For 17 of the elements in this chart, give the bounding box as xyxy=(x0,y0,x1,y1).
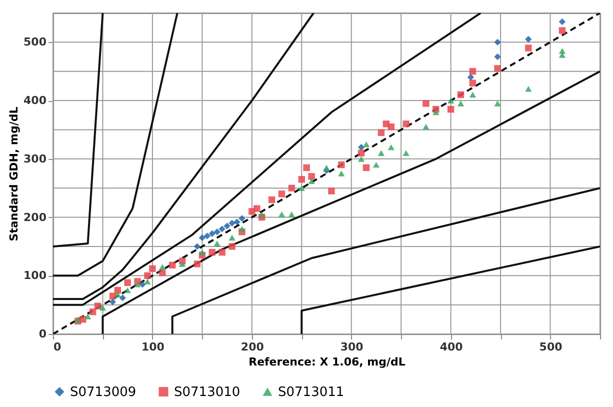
y-tick-label: 400 xyxy=(24,94,47,108)
y-tick-label: 300 xyxy=(24,152,47,166)
x-tick-label: 300 xyxy=(340,340,364,354)
x-tick-label: 100 xyxy=(141,340,165,354)
legend-label: S0713011 xyxy=(278,384,344,400)
legend-label: S0713009 xyxy=(70,384,136,400)
y-tick-label: 200 xyxy=(24,210,47,224)
y-tick-label: 100 xyxy=(24,269,47,282)
y-tick-label: 500 xyxy=(24,36,47,49)
legend-label: S0713010 xyxy=(174,384,240,400)
x-tick-label: 500 xyxy=(539,340,563,354)
x-axis-title: Reference: X 1.06, mg/dL xyxy=(248,356,406,368)
y-tick-label: 0 xyxy=(38,328,47,340)
x-tick-label: 400 xyxy=(440,340,464,354)
y-axis-title: Standard GDH, mg/dL xyxy=(8,106,21,242)
x-tick-label: 0 xyxy=(54,340,62,354)
x-tick-label: 200 xyxy=(240,340,264,354)
